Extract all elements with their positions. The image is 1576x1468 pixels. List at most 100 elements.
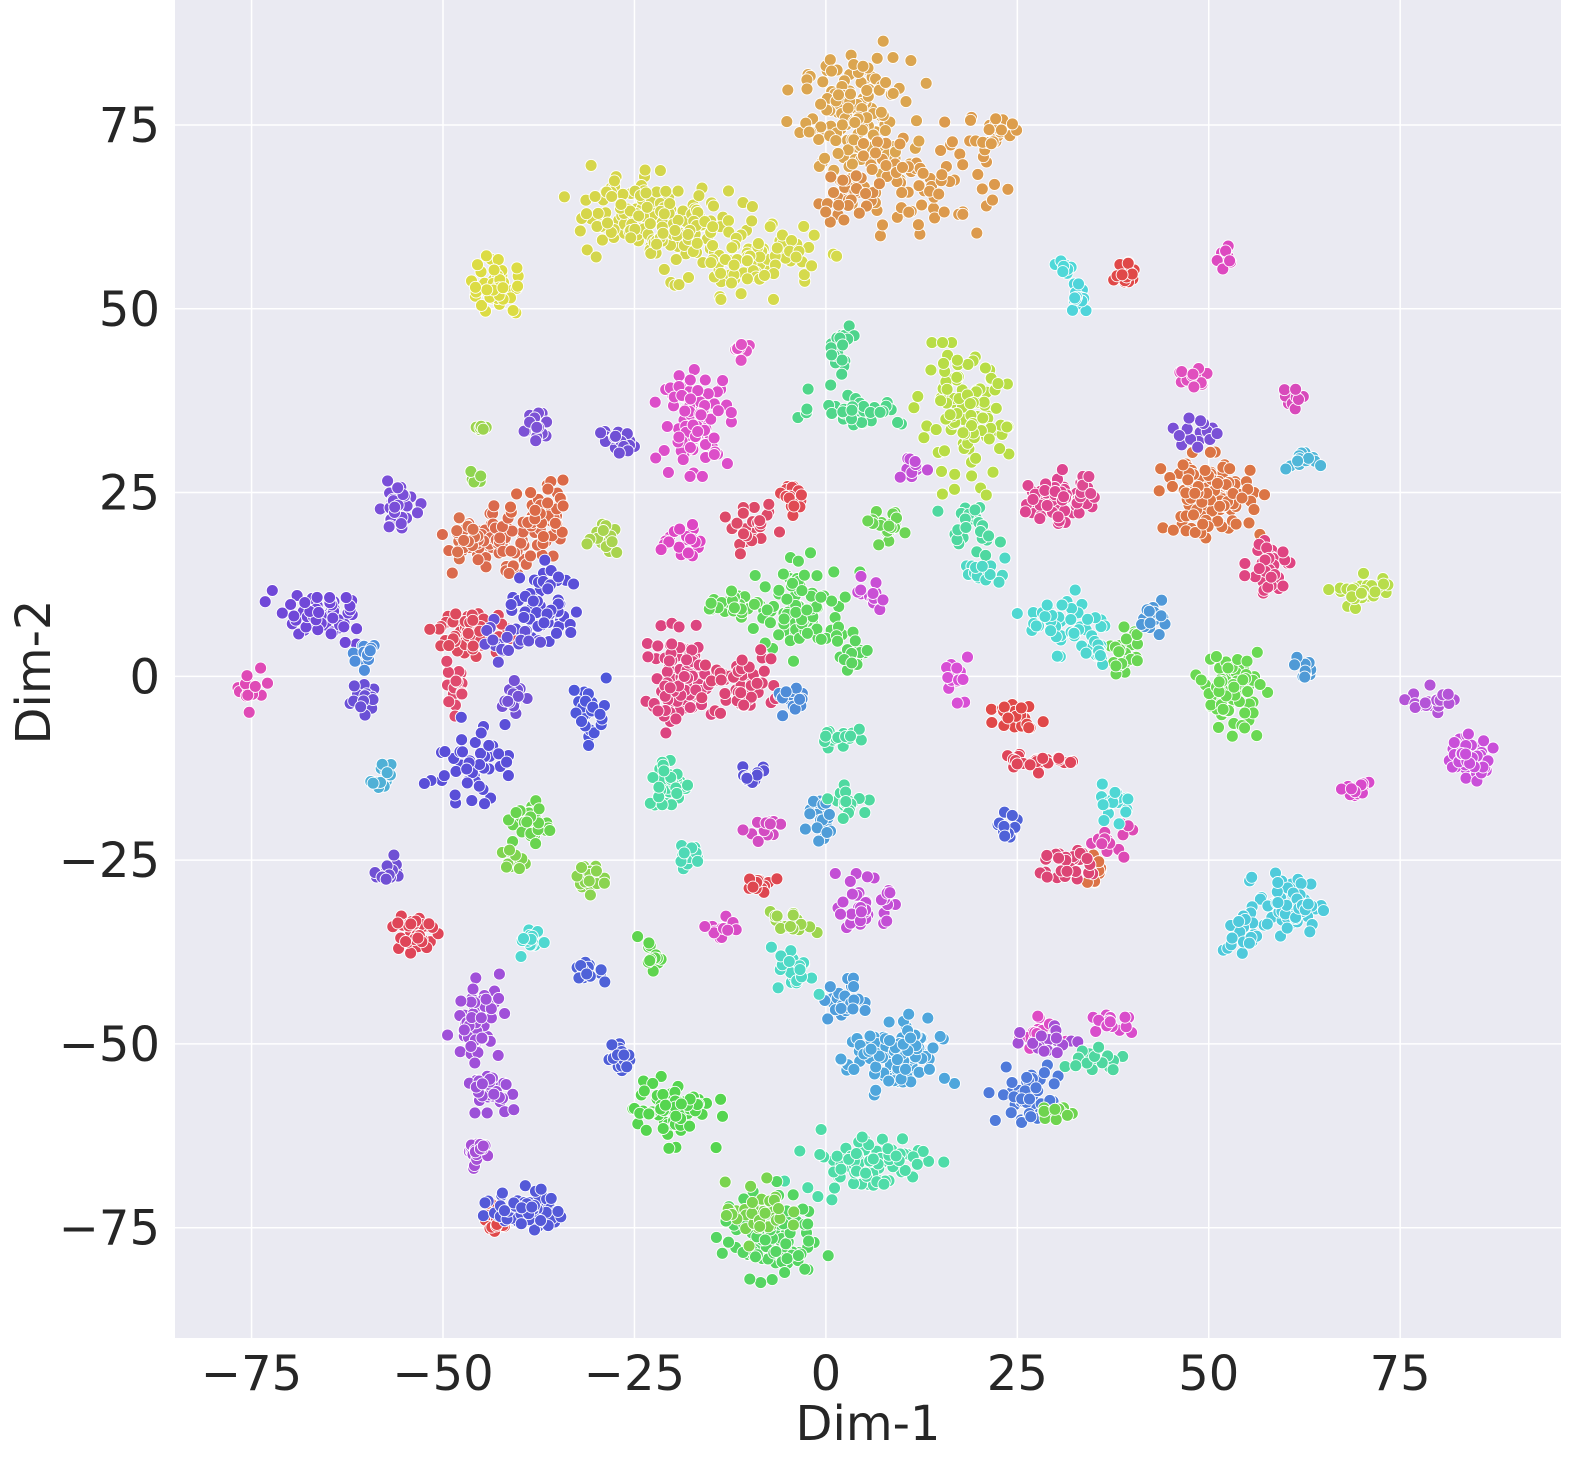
- scatter-point: [1048, 1102, 1062, 1116]
- scatter-point: [751, 834, 765, 848]
- scatter-point: [394, 517, 408, 531]
- scatter-point: [663, 681, 677, 695]
- scatter-point: [1188, 526, 1202, 539]
- scatter-point: [835, 118, 849, 132]
- scatter-point: [984, 137, 998, 151]
- scatter-point: [538, 553, 552, 567]
- scatter-point: [660, 420, 674, 433]
- y-tick-label: −25: [59, 833, 160, 889]
- scatter-point: [937, 1155, 951, 1169]
- scatter-point: [324, 627, 338, 641]
- scatter-point: [976, 411, 990, 425]
- scatter-point: [1279, 462, 1293, 476]
- scatter-point: [929, 423, 943, 437]
- scatter-point: [507, 1103, 521, 1117]
- scatter-point: [471, 258, 484, 272]
- scatter-point: [678, 404, 692, 418]
- scatter-point: [672, 430, 686, 444]
- scatter-point: [404, 917, 418, 931]
- scatter-point: [812, 987, 826, 1001]
- scatter-point: [753, 514, 767, 528]
- scatter-point: [736, 823, 750, 837]
- scatter-point: [800, 82, 814, 96]
- scatter-point: [1289, 382, 1303, 396]
- scatter-point: [1004, 1106, 1018, 1120]
- scatter-point: [1084, 487, 1098, 500]
- scatter-point: [899, 1062, 912, 1076]
- scatter-point: [848, 116, 862, 129]
- scatter-point: [846, 1002, 860, 1016]
- scatter-point: [795, 584, 809, 598]
- scatter-point: [832, 198, 846, 212]
- scatter-point: [769, 1245, 783, 1258]
- scatter-point: [718, 687, 732, 701]
- scatter-point: [1093, 649, 1107, 663]
- scatter-point: [745, 200, 759, 214]
- scatter-point: [933, 1029, 947, 1043]
- scatter-point: [829, 134, 843, 148]
- scatter-point: [677, 846, 691, 860]
- scatter-point: [491, 1048, 505, 1062]
- scatter-point: [789, 250, 803, 264]
- scatter-point: [347, 679, 361, 693]
- scatter-point: [454, 994, 468, 1008]
- scatter-point: [1021, 479, 1035, 492]
- scatter-point: [989, 112, 1003, 126]
- scatter-point: [659, 1098, 672, 1112]
- scatter-point: [844, 729, 857, 743]
- scatter-point: [857, 137, 870, 150]
- scatter-point: [716, 1109, 729, 1123]
- scatter-point: [870, 135, 884, 149]
- scatter-point: [1271, 876, 1285, 889]
- scatter-point: [1026, 1036, 1040, 1050]
- scatter-point: [1068, 291, 1082, 305]
- scatter-point: [1225, 729, 1239, 743]
- scatter-point: [698, 920, 712, 933]
- scatter-point: [662, 654, 676, 668]
- scatter-point: [348, 654, 362, 668]
- scatter-point: [587, 726, 601, 740]
- scatter-point: [864, 1042, 878, 1056]
- scatter-point: [648, 395, 662, 409]
- scatter-point: [902, 1007, 916, 1021]
- scatter-point: [504, 598, 518, 611]
- scatter-point: [854, 583, 868, 597]
- scatter-point: [856, 149, 870, 163]
- scatter-point: [873, 405, 887, 419]
- scatter-point: [503, 843, 516, 857]
- scatter-point: [961, 650, 974, 664]
- scatter-point: [1276, 579, 1290, 593]
- scatter-point: [776, 567, 790, 581]
- scatter-point: [858, 806, 872, 820]
- scatter-point: [986, 193, 999, 207]
- scatter-point: [1115, 268, 1129, 282]
- scatter-point: [1368, 585, 1382, 599]
- scatter-point: [1056, 265, 1070, 279]
- scatter-point: [758, 580, 772, 594]
- scatter-point: [1096, 798, 1110, 812]
- scatter-point: [510, 261, 524, 275]
- scatter-point: [1044, 624, 1058, 638]
- scatter-point: [818, 151, 832, 165]
- scatter-point: [811, 1190, 825, 1204]
- scatter-point: [928, 211, 942, 225]
- scatter-point: [709, 1141, 723, 1155]
- scatter-point: [793, 692, 807, 706]
- scatter-point: [935, 487, 949, 501]
- scatter-point: [718, 510, 732, 524]
- scatter-point: [323, 591, 337, 604]
- scatter-point: [968, 503, 982, 517]
- scatter-point: [763, 616, 777, 630]
- scatter-point: [1081, 612, 1095, 626]
- scatter-point: [879, 159, 893, 173]
- scatter-point: [659, 726, 673, 740]
- scatter-point: [943, 408, 957, 422]
- scatter-point: [651, 639, 665, 653]
- scatter-point: [1250, 729, 1264, 743]
- scatter-point: [937, 356, 950, 370]
- scatter-point: [754, 1276, 768, 1290]
- scatter-point: [241, 688, 255, 702]
- scatter-point: [1260, 917, 1274, 931]
- scatter-point: [742, 1239, 756, 1253]
- scatter-point: [1235, 946, 1249, 960]
